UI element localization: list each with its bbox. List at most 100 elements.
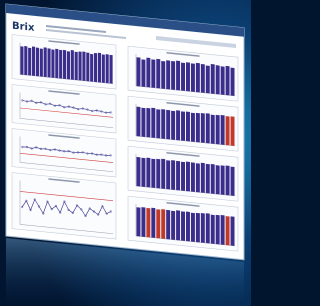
bar (146, 108, 150, 138)
bar (156, 159, 160, 189)
bar (191, 113, 195, 142)
bar (90, 54, 93, 82)
bar (79, 51, 82, 80)
bar (141, 59, 145, 87)
bar (146, 208, 150, 238)
bar (82, 52, 85, 81)
bar (191, 213, 195, 242)
bar (176, 61, 180, 91)
bar (181, 111, 185, 141)
bar (196, 163, 200, 192)
bar (166, 60, 170, 89)
bar (55, 49, 58, 78)
bar (191, 63, 195, 92)
bar (24, 46, 27, 75)
bar (176, 161, 180, 191)
bar (141, 207, 145, 237)
bar (211, 115, 215, 144)
bar (206, 113, 210, 143)
bar (196, 213, 200, 243)
bar (36, 48, 39, 77)
bar (146, 58, 150, 88)
bar (171, 211, 175, 240)
bar (206, 65, 210, 93)
bar (186, 62, 190, 91)
bar (161, 61, 165, 89)
bar (151, 108, 155, 138)
bar (166, 110, 170, 140)
bar (221, 215, 225, 245)
bar (206, 164, 210, 194)
bar (156, 109, 160, 138)
bar (226, 66, 230, 96)
bar (86, 53, 89, 82)
bar (176, 110, 180, 140)
bar (136, 57, 140, 86)
bar (181, 211, 185, 241)
bar (136, 157, 140, 187)
bar (75, 52, 78, 80)
bar (102, 54, 105, 82)
page: Brix (() => { const data = JSON.parse(do… (0, 0, 251, 306)
bar (67, 51, 70, 79)
bar (181, 63, 185, 91)
bar (151, 159, 155, 188)
bar (196, 113, 200, 143)
bar (151, 59, 155, 88)
bar (106, 54, 109, 83)
bar (186, 212, 190, 242)
bar (71, 50, 74, 80)
bar (171, 111, 175, 140)
bar (151, 208, 155, 238)
bar (32, 46, 35, 75)
bar (63, 50, 66, 79)
logo: Brix (12, 21, 35, 34)
bar (201, 64, 205, 93)
bar (161, 159, 165, 189)
document-card: Brix (6, 4, 244, 260)
bar (166, 160, 170, 189)
bar (211, 215, 215, 244)
bar (20, 46, 23, 74)
bar (171, 160, 175, 190)
bar (94, 53, 97, 82)
bar (136, 107, 140, 137)
bar (226, 166, 230, 196)
bar (221, 66, 225, 95)
bar (166, 210, 170, 240)
bar (226, 216, 230, 245)
bar (201, 163, 205, 193)
bar (110, 55, 113, 84)
bar (216, 165, 220, 194)
panel (12, 173, 116, 239)
bar (216, 215, 220, 245)
bar (161, 209, 165, 239)
bar (186, 112, 190, 142)
bar (191, 162, 195, 192)
bar (156, 209, 160, 238)
bar (44, 47, 47, 77)
bar (146, 158, 150, 188)
bar (141, 108, 145, 137)
bar (161, 109, 165, 139)
bar (231, 216, 235, 246)
bar (28, 48, 31, 76)
bar (196, 63, 200, 93)
bar (171, 61, 175, 90)
bar (231, 167, 235, 196)
bar (136, 207, 140, 236)
bar (221, 165, 225, 195)
bar (98, 53, 101, 83)
bar (221, 115, 225, 145)
bar (231, 116, 235, 146)
bar (201, 213, 205, 243)
bar (216, 115, 220, 145)
bar (51, 49, 54, 77)
bar (59, 50, 62, 79)
bar (186, 162, 190, 192)
bar (211, 64, 215, 94)
bar (226, 116, 230, 145)
bar (141, 158, 145, 187)
bar (206, 213, 210, 243)
bar (48, 48, 51, 77)
